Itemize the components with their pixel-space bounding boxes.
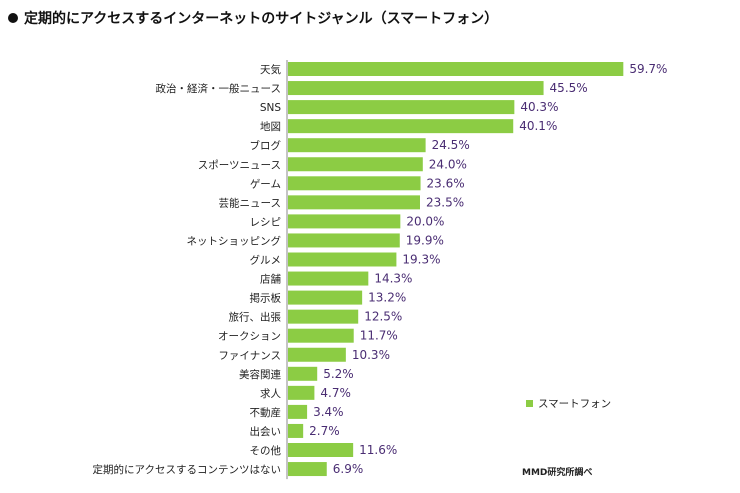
category-label: その他 xyxy=(250,444,282,457)
category-label: ファイナンス xyxy=(218,350,281,362)
value-label: 23.5% xyxy=(426,195,464,209)
legend-label: スマートフォン xyxy=(538,398,612,410)
bar xyxy=(288,347,346,362)
value-label: 59.7% xyxy=(629,62,667,76)
value-label: 3.4% xyxy=(313,405,344,419)
source-note: MMD研究所調べ xyxy=(522,468,593,478)
bar xyxy=(288,366,318,381)
value-label: 11.6% xyxy=(359,443,397,457)
legend-swatch xyxy=(526,400,533,407)
value-label: 40.1% xyxy=(519,119,557,133)
bar xyxy=(288,157,423,172)
value-label: 23.6% xyxy=(427,176,465,190)
category-label: 地図 xyxy=(260,120,281,133)
category-label: 店舗 xyxy=(260,273,281,286)
bar xyxy=(288,176,421,191)
chart-title: 定期的にアクセスするインターネットのサイトジャンル（スマートフォン） xyxy=(24,11,499,27)
category-label: ネットショッピング xyxy=(187,234,282,247)
category-label: レシピ xyxy=(250,216,282,228)
category-label: 美容関連 xyxy=(239,368,281,381)
category-label: 出会い xyxy=(250,425,282,438)
category-label: 政治・経済・一般ニュース xyxy=(156,82,281,95)
value-label: 2.7% xyxy=(309,424,340,438)
bar xyxy=(288,233,400,248)
value-label: 10.3% xyxy=(352,348,390,362)
category-label: ゲーム xyxy=(250,178,281,190)
category-label: グルメ xyxy=(250,254,282,267)
category-label: スポーツニュース xyxy=(198,159,281,171)
bar xyxy=(288,423,304,438)
category-label: ブログ xyxy=(250,139,282,152)
value-label: 5.2% xyxy=(323,367,354,381)
value-label: 13.2% xyxy=(368,291,406,305)
value-label: 24.5% xyxy=(432,138,470,152)
category-label: 定期的にアクセスするコンテンツはない xyxy=(93,463,281,476)
value-label: 20.0% xyxy=(406,214,444,228)
category-label: 天気 xyxy=(260,63,281,76)
category-label: 不動産 xyxy=(250,406,282,419)
bar xyxy=(288,100,515,115)
value-label: 19.3% xyxy=(402,253,440,267)
value-label: 40.3% xyxy=(520,100,558,114)
bar xyxy=(288,309,359,324)
bar xyxy=(288,443,354,457)
bar xyxy=(288,252,397,267)
value-label: 12.5% xyxy=(364,310,402,324)
bar xyxy=(288,271,369,286)
bar xyxy=(288,81,544,96)
bar xyxy=(288,328,354,343)
value-label: 24.0% xyxy=(429,157,467,171)
bar xyxy=(288,62,624,76)
category-label: オークション xyxy=(218,331,281,343)
bar xyxy=(288,290,363,305)
bar xyxy=(288,138,426,153)
value-label: 14.3% xyxy=(374,272,412,286)
bar xyxy=(288,385,315,400)
bar xyxy=(288,214,401,229)
value-label: 45.5% xyxy=(550,81,588,95)
category-label: SNS xyxy=(260,102,282,114)
value-label: 6.9% xyxy=(333,462,364,476)
bar xyxy=(288,462,327,477)
category-label: 旅行、出張 xyxy=(229,311,282,324)
bar xyxy=(288,119,514,134)
bullet-icon xyxy=(8,13,18,23)
value-label: 11.7% xyxy=(360,329,398,343)
chart-title-row: 定期的にアクセスするインターネットのサイトジャンル（スマートフォン） xyxy=(8,8,498,28)
category-label: 掲示板 xyxy=(250,292,282,305)
legend: スマートフォン xyxy=(526,396,611,411)
value-label: 19.9% xyxy=(406,233,444,247)
bar xyxy=(288,404,308,419)
value-label: 4.7% xyxy=(320,386,351,400)
bar xyxy=(288,195,420,210)
category-label: 求人 xyxy=(260,388,281,400)
category-label: 芸能ニュース xyxy=(219,196,281,209)
